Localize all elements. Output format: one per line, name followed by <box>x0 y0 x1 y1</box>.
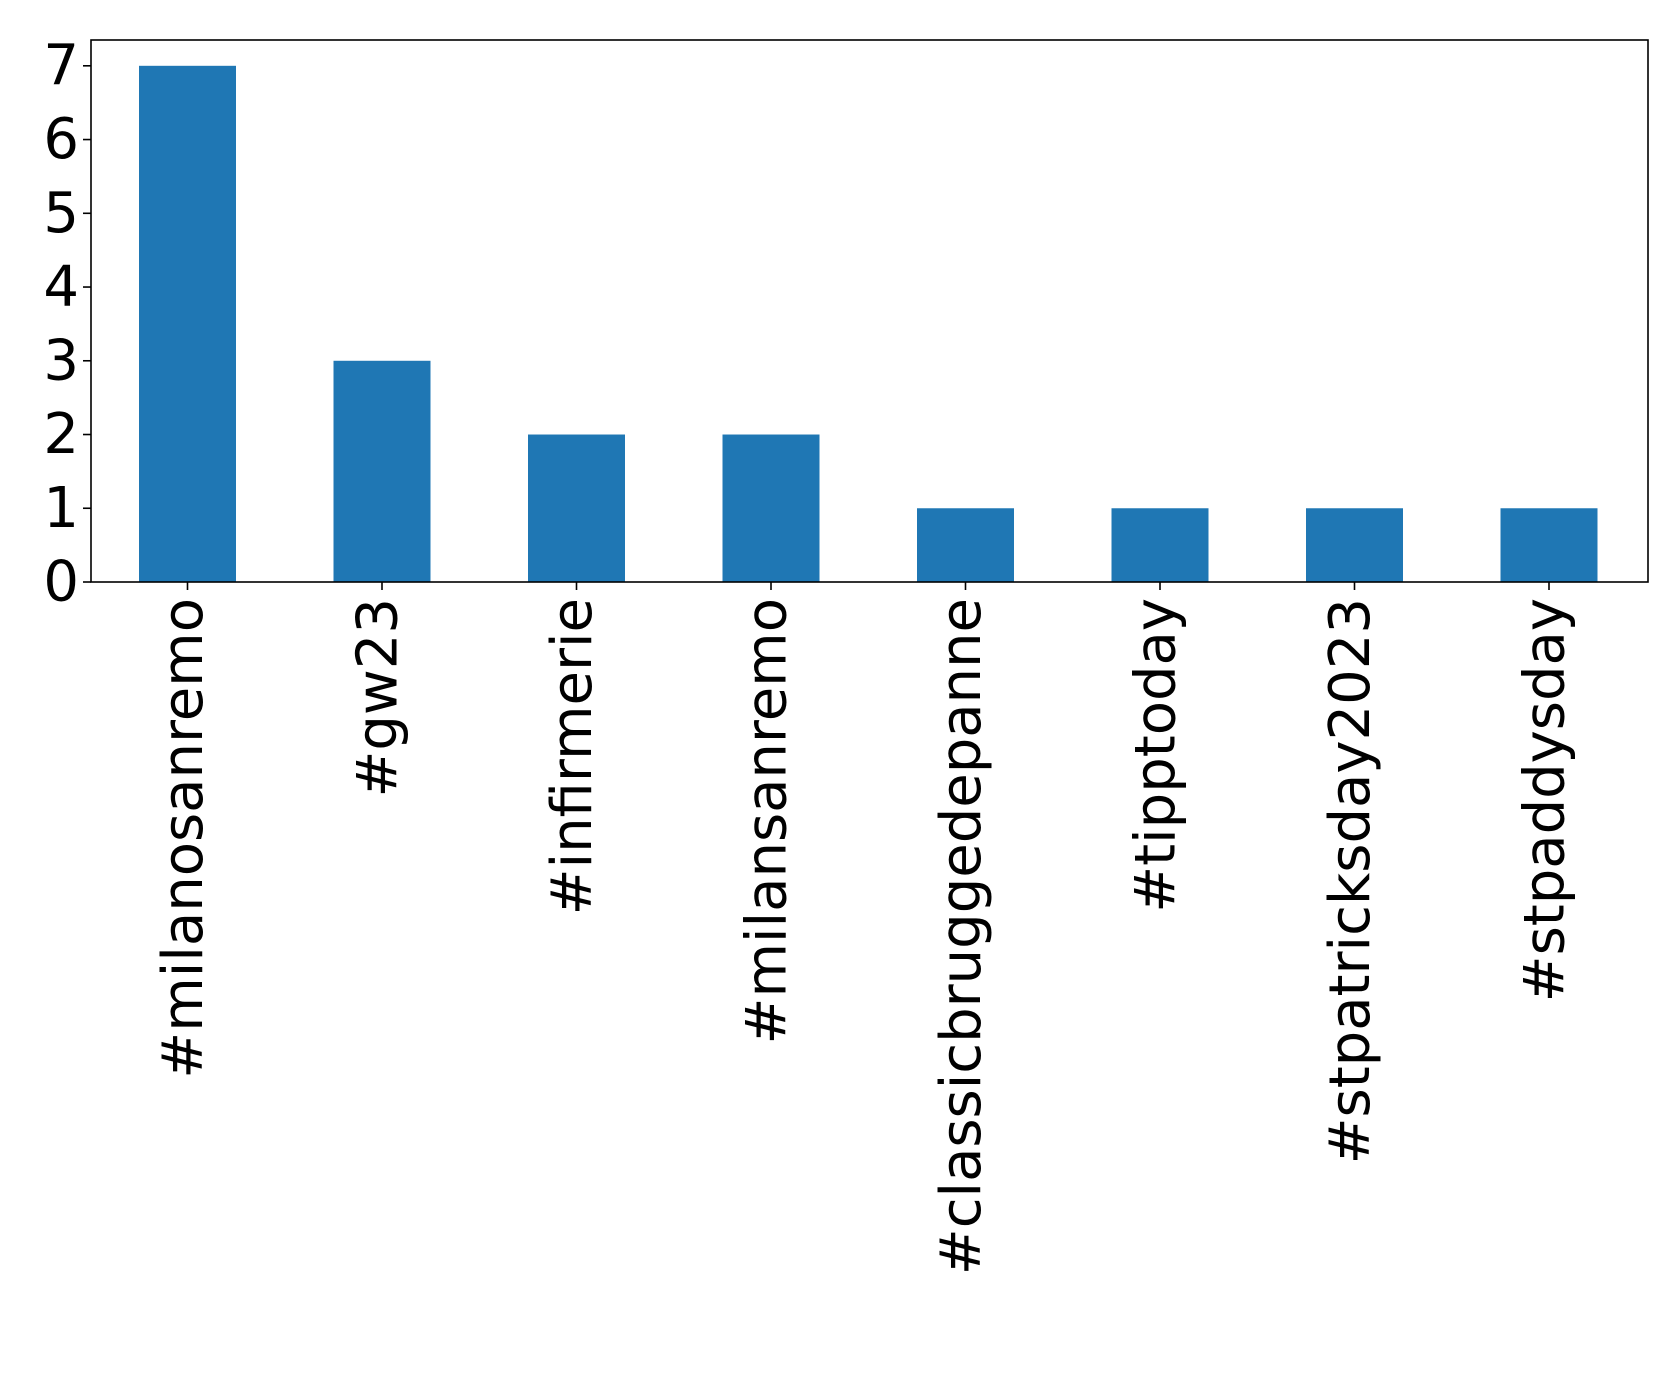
bar-1 <box>333 360 431 582</box>
y-tick-label-1: 1 <box>43 476 79 541</box>
bar-5 <box>1111 508 1209 582</box>
y-tick-label-3: 3 <box>43 328 79 393</box>
bar-7 <box>1500 508 1598 582</box>
bar-3 <box>722 434 820 582</box>
y-tick-label-0: 0 <box>43 550 79 615</box>
y-axis: 0 1 2 3 4 5 6 7 <box>43 33 91 615</box>
y-tick-label-6: 6 <box>43 107 79 172</box>
bar-2 <box>528 434 625 582</box>
plot-frame <box>90 39 1649 583</box>
x-tick-label-6: #stpatricksday2023 <box>1318 598 1383 1164</box>
y-tick-label-5: 5 <box>43 181 79 246</box>
bar-0 <box>139 65 236 583</box>
y-tick-label-7: 7 <box>43 33 79 98</box>
bar-6 <box>1306 508 1403 582</box>
y-tick-label-2: 2 <box>43 402 79 467</box>
bar-4 <box>917 508 1014 582</box>
x-tick-label-2: #infirmerie <box>540 598 605 915</box>
x-axis: #milanosanremo #gw23 #infirmerie #milansanr… <box>151 582 1578 1275</box>
x-tick-label-4: #classicbruggedepanne <box>929 598 994 1275</box>
x-tick-label-3: #milansanremo <box>735 598 800 1044</box>
x-tick-label-0: #milanosanremo <box>151 598 216 1079</box>
bars-group <box>139 65 1598 583</box>
x-tick-label-5: #tipptoday <box>1124 598 1189 913</box>
x-tick-label-1: #gw23 <box>346 598 411 798</box>
x-tick-label-7: #stpaddysday <box>1513 598 1578 1002</box>
y-tick-label-4: 4 <box>43 255 79 320</box>
